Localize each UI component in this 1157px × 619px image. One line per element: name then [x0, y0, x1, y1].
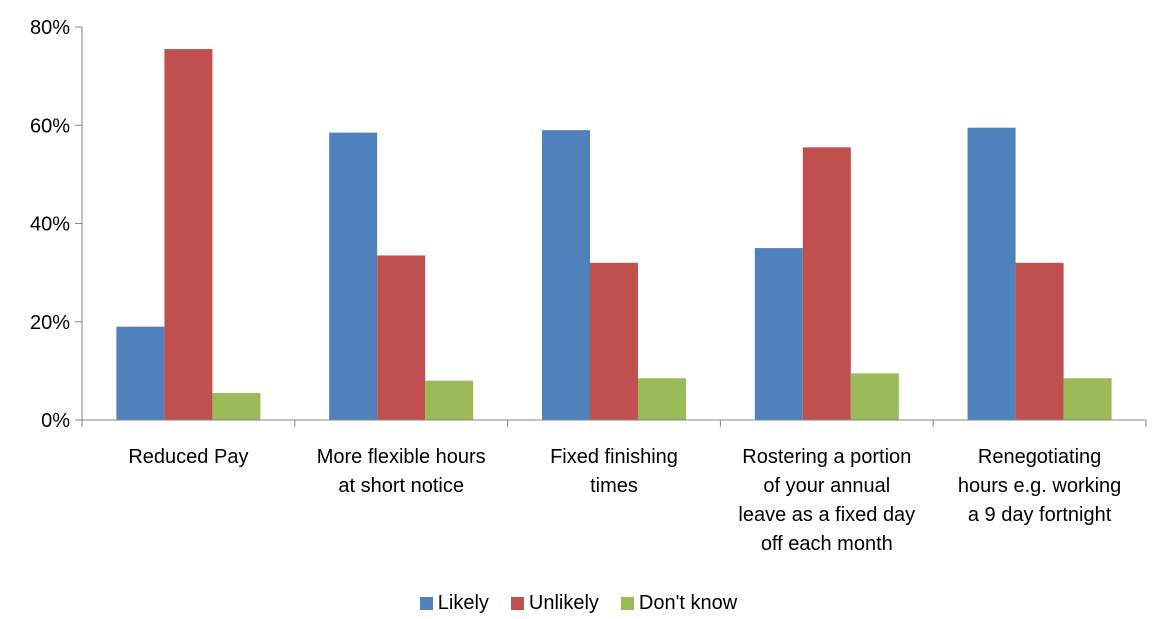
x-category-label-line: leave as a fixed day — [738, 504, 915, 526]
bar-don-t-know-2 — [425, 380, 474, 420]
legend-item-unlikely: Unlikely — [510, 591, 599, 615]
x-category-label-2: More flexible hours at short notice — [317, 446, 486, 497]
x-category-label-line: hours e.g. working — [958, 475, 1121, 497]
y-tick-label-80: 80% — [30, 17, 70, 39]
bar-chart: 0% 20% 40% 60% 80% Reduced Pay More flexible h… — [30, 17, 1147, 555]
labels-layer: 0% 20% 40% 60% 80% Reduced Pay More flexible h… — [30, 17, 1121, 555]
bar-likely-3 — [542, 130, 590, 420]
x-category-label-line: a 9 day fortnight — [968, 504, 1112, 526]
bar-likely-4 — [754, 248, 803, 420]
legend-swatch-dont-know — [620, 596, 634, 610]
legend-item-likely: Likely — [419, 591, 489, 615]
x-category-label-line: Fixed finishing — [550, 446, 678, 468]
bar-unlikely-5 — [1015, 262, 1064, 420]
x-category-label-5: Renegotiating hours e.g. working a 9 day f… — [958, 446, 1121, 526]
x-category-label-3: Fixed finishing times — [550, 446, 678, 497]
bar-likely-2 — [329, 132, 378, 420]
y-tick-label-20: 20% — [30, 312, 70, 334]
x-category-label-line: Reduced Pay — [128, 446, 248, 468]
x-category-label-line: of your annual — [763, 475, 890, 497]
legend-label-likely: Likely — [437, 592, 489, 614]
bar-unlikely-2 — [377, 255, 426, 420]
legend-label-dont-know: Don't know — [638, 592, 738, 614]
x-category-label-line: off each month — [761, 533, 893, 555]
legend-label-unlikely: Unlikely — [528, 592, 599, 614]
x-category-label-line: More flexible hours — [317, 446, 486, 468]
bar-don-t-know-1 — [212, 392, 261, 420]
x-category-label-line: Renegotiating — [978, 446, 1101, 468]
bar-unlikely-4 — [802, 147, 851, 420]
bars-layer — [116, 49, 1112, 421]
y-tick-label-60: 60% — [30, 115, 70, 137]
legend-swatch-likely — [419, 596, 433, 610]
bar-don-t-know-4 — [850, 373, 899, 420]
legend-swatch-unlikely — [510, 596, 524, 610]
bar-unlikely-1 — [164, 49, 213, 420]
bar-likely-5 — [967, 127, 1016, 421]
y-tick-label-0: 0% — [41, 410, 70, 432]
legend-item-dont-know: Don't know — [620, 591, 738, 615]
legend: Likely Unlikely Don't know — [0, 591, 1157, 615]
x-category-label-1: Reduced Pay — [128, 446, 248, 468]
bar-likely-1 — [116, 326, 165, 420]
x-category-label-4: Rostering a portion of your annual leave a… — [738, 446, 915, 555]
bar-don-t-know-5 — [1063, 378, 1112, 420]
bar-don-t-know-3 — [638, 378, 686, 420]
y-tick-label-40: 40% — [30, 214, 70, 236]
axes-layer — [75, 26, 1147, 427]
x-category-label-line: times — [590, 475, 638, 497]
bar-unlikely-3 — [590, 262, 638, 420]
x-category-label-line: at short notice — [338, 475, 464, 497]
x-category-label-line: Rostering a portion — [742, 446, 911, 468]
